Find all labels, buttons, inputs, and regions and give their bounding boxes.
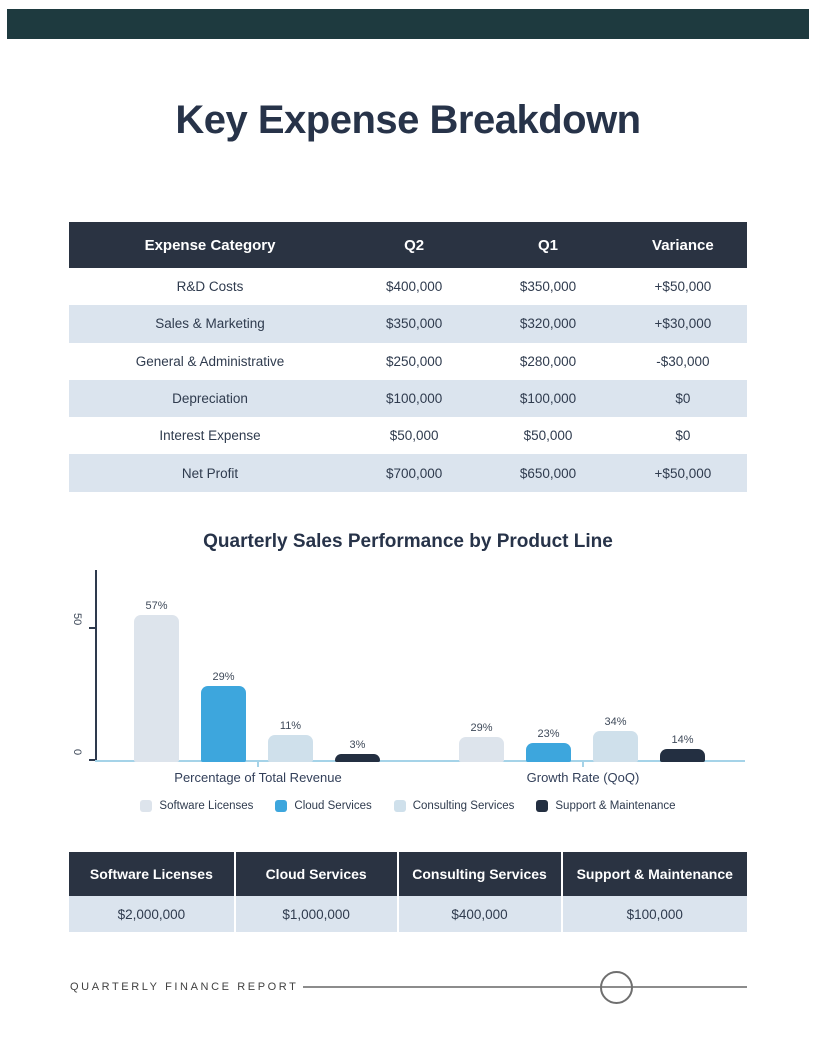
x-axis-category-label: Percentage of Total Revenue	[174, 770, 342, 785]
table-cell: Sales & Marketing	[69, 305, 352, 343]
table-cell: $320,000	[477, 305, 619, 343]
expense-table: Expense Category Q2 Q1 Variance R&D Costs $40…	[69, 222, 747, 492]
bar-item: 11%	[268, 720, 313, 762]
table-cell: $100,000	[562, 896, 747, 932]
bar-group-percentage: 57% 29% 11% 3%	[134, 600, 380, 762]
bar	[335, 754, 380, 762]
table-cell: $100,000	[477, 379, 619, 418]
table-header-cell: Software Licenses	[69, 852, 236, 896]
table-cell: $1,000,000	[235, 896, 399, 932]
table-cell: +$50,000	[618, 268, 747, 306]
bar-value-label: 23%	[537, 728, 560, 740]
bar	[134, 615, 179, 762]
table-cell: $0	[618, 379, 747, 418]
bar-item: 29%	[201, 671, 246, 762]
table-cell: $100,000	[351, 379, 478, 418]
table-header-cell: Q1	[477, 222, 619, 268]
table-header-cell: Q2	[351, 222, 478, 268]
legend-item: Software Licenses	[140, 800, 253, 812]
bar-item: 3%	[335, 739, 380, 762]
table-header-cell: Expense Category	[69, 222, 352, 268]
table-cell: Depreciation	[69, 379, 352, 418]
footer-divider-line	[303, 986, 747, 988]
bar-item: 29%	[459, 722, 504, 762]
bar-item: 34%	[593, 716, 638, 762]
table-cell: $650,000	[477, 454, 619, 492]
legend-label: Software Licenses	[159, 800, 254, 812]
table-cell: R&D Costs	[69, 268, 352, 306]
group-tick-2	[582, 762, 584, 767]
legend-item: Consulting Services	[393, 800, 515, 812]
legend-swatch-icon	[536, 800, 549, 812]
table-cell: +$30,000	[618, 305, 747, 343]
legend-item: Support & Maintenance	[536, 800, 676, 812]
y-axis-tick-50	[89, 627, 96, 629]
page-title: Key Expense Breakdown	[175, 98, 641, 142]
table-cell: $350,000	[351, 305, 478, 343]
x-axis-line	[95, 760, 745, 762]
y-axis-tick-0	[89, 759, 96, 761]
table-cell: $280,000	[477, 342, 619, 380]
group-tick-1	[257, 762, 259, 767]
bar	[526, 743, 571, 762]
table-header-cell: Support & Maintenance	[562, 852, 747, 896]
bar-value-label: 57%	[145, 600, 168, 612]
bar-value-label: 29%	[470, 722, 493, 734]
legend-label: Cloud Services	[294, 800, 372, 812]
legend-item: Cloud Services	[275, 800, 372, 812]
bar-item: 14%	[660, 734, 705, 762]
x-axis-category-label: Growth Rate (QoQ)	[526, 770, 640, 785]
y-axis-line	[95, 570, 97, 762]
table-cell: $250,000	[351, 342, 478, 380]
bar	[660, 749, 705, 762]
bar-item: 23%	[526, 728, 571, 762]
bar	[459, 737, 504, 762]
y-axis-label-50: 50	[71, 613, 83, 626]
top-accent-bar	[7, 9, 809, 39]
table-cell: General & Administrative	[69, 342, 352, 380]
table-cell: $0	[618, 417, 747, 455]
legend-label: Support & Maintenance	[555, 800, 676, 812]
bar-chart: 50 0 57% 29% 11% 3% 29% 23% 34% 14% Percentage…	[69, 568, 747, 798]
chart-legend: Software Licenses Cloud Services Consultin…	[0, 800, 816, 812]
table-cell: Interest Expense	[69, 417, 352, 455]
bar	[593, 731, 638, 762]
product-table: Software Licenses Cloud Services Consultin…	[69, 852, 747, 932]
bar-value-label: 11%	[279, 720, 302, 732]
table-cell: $2,000,000	[69, 896, 236, 932]
bar-value-label: 3%	[349, 739, 366, 751]
table-cell: $50,000	[351, 417, 478, 455]
table-cell: +$50,000	[618, 454, 747, 492]
bar-item: 57%	[134, 600, 179, 762]
legend-swatch-icon	[393, 800, 406, 812]
bar-group-growth: 29% 23% 34% 14%	[459, 716, 705, 762]
chart-title: Quarterly Sales Performance by Product L…	[203, 531, 613, 552]
footer-circle-ornament	[600, 971, 633, 1004]
table-cell: $50,000	[477, 417, 619, 455]
y-axis-label-0: 0	[71, 749, 83, 756]
legend-label: Consulting Services	[412, 800, 515, 812]
legend-swatch-icon	[140, 800, 153, 812]
legend-swatch-icon	[275, 800, 288, 812]
table-cell: $400,000	[351, 268, 478, 306]
table-cell: $700,000	[351, 454, 478, 492]
table-cell: -$30,000	[618, 342, 747, 380]
footer-label: QUARTERLY FINANCE REPORT	[70, 981, 299, 993]
bar-value-label: 14%	[671, 734, 694, 746]
table-header-cell: Variance	[618, 222, 747, 268]
bar-value-label: 34%	[604, 716, 627, 728]
table-header-cell: Cloud Services	[235, 852, 399, 896]
bar-value-label: 29%	[212, 671, 235, 683]
table-cell: $350,000	[477, 268, 619, 306]
table-header-cell: Consulting Services	[398, 852, 563, 896]
table-cell: Net Profit	[69, 454, 352, 492]
table-cell: $400,000	[398, 896, 563, 932]
bar	[268, 735, 313, 762]
bar	[201, 686, 246, 762]
